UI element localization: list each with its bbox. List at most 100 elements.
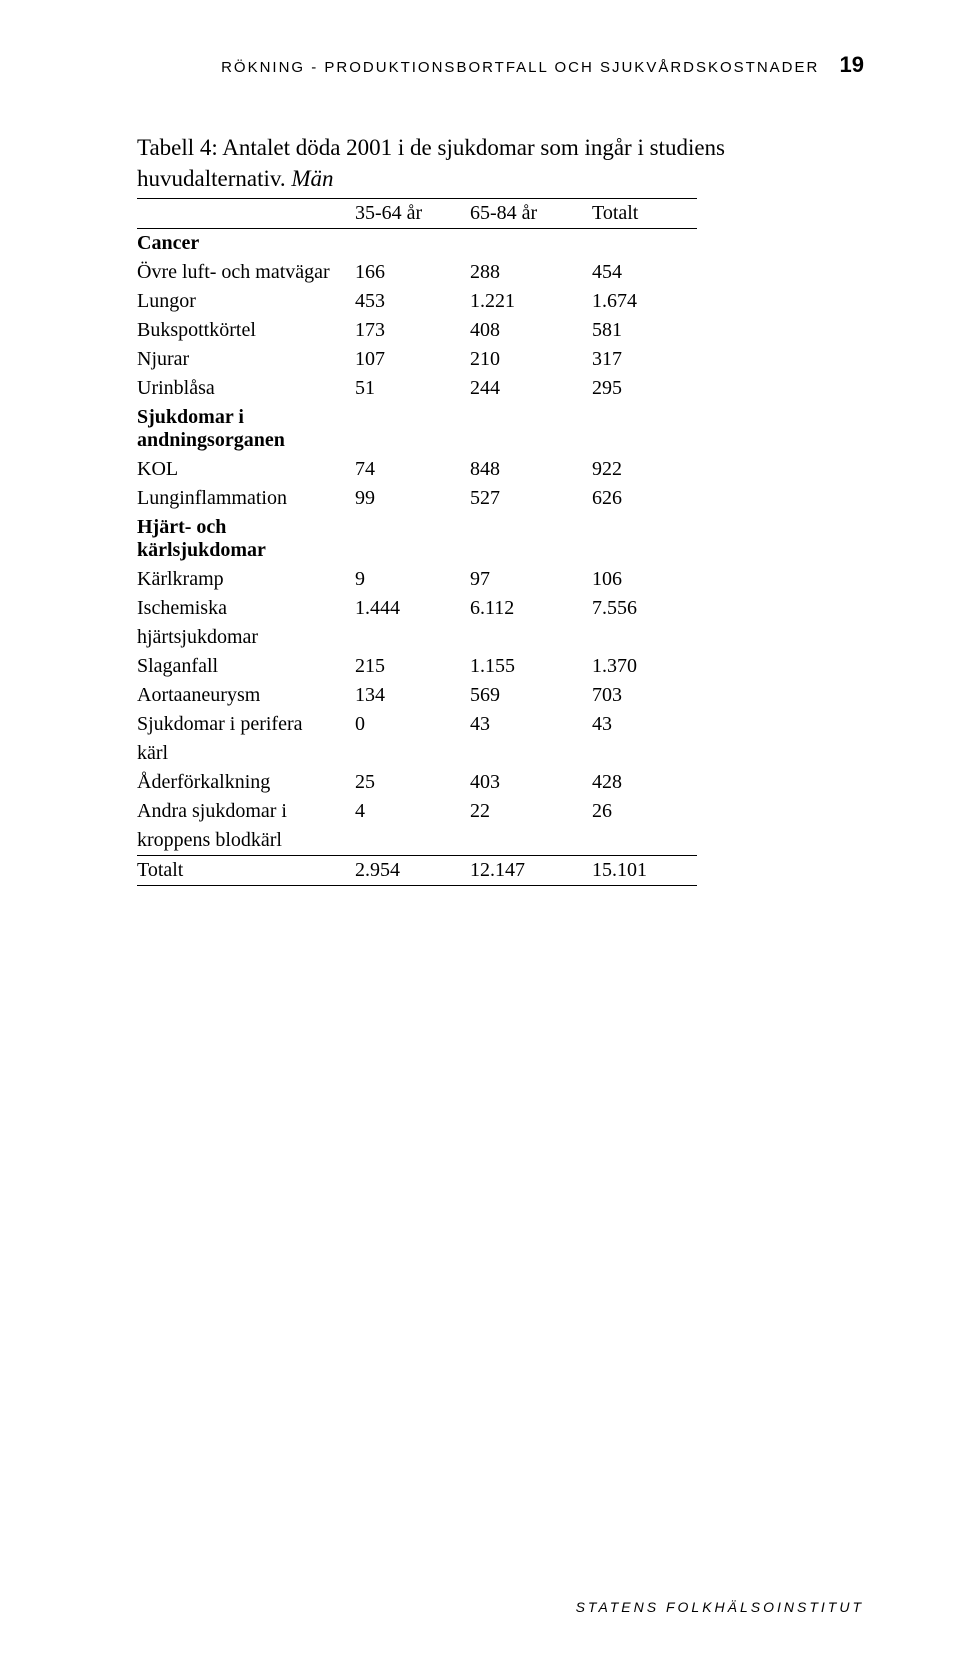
row-label: Andra sjukdomar i	[137, 797, 347, 826]
section-title: Hjärt- ochkärlsjukdomar	[137, 513, 347, 565]
row-label: Kärlkramp	[137, 565, 347, 594]
table-row: Åderförkalkning25403428	[137, 768, 697, 797]
cell	[347, 623, 462, 652]
table-row: Urinblåsa51244295	[137, 374, 697, 403]
cell-total: 922	[584, 455, 697, 484]
section-header: Hjärt- ochkärlsjukdomar	[137, 513, 697, 565]
cell-65-84: 569	[462, 681, 584, 710]
page-number: 19	[840, 52, 864, 77]
cell-total: 581	[584, 316, 697, 345]
cell-35-64: 0	[347, 710, 462, 739]
caption-italic: Män	[291, 166, 333, 191]
row-label: Sjukdomar i perifera	[137, 710, 347, 739]
cell-35-64: 166	[347, 258, 462, 287]
cell-65-84: 527	[462, 484, 584, 513]
cell-65-84: 403	[462, 768, 584, 797]
cell-35-64: 1.444	[347, 594, 462, 623]
table-row: Sjukdomar i perifera04343	[137, 710, 697, 739]
table-row: Kärlkramp997106	[137, 565, 697, 594]
cell-65-84: 244	[462, 374, 584, 403]
cell	[347, 403, 462, 455]
total-35-64: 2.954	[347, 856, 462, 886]
running-header: RÖKNING - PRODUKTIONSBORTFALL OCH SJUKVÅ…	[137, 52, 864, 78]
cell	[462, 513, 584, 565]
cell-total: 1.674	[584, 287, 697, 316]
row-label: Åderförkalkning	[137, 768, 347, 797]
cell	[347, 513, 462, 565]
cell-35-64: 4	[347, 797, 462, 826]
table-row: Slaganfall2151.1551.370	[137, 652, 697, 681]
cell	[584, 513, 697, 565]
cell-total: 428	[584, 768, 697, 797]
table-row-continued: hjärtsjukdomar	[137, 623, 697, 652]
cell-total: 295	[584, 374, 697, 403]
row-label: Slaganfall	[137, 652, 347, 681]
row-label: Bukspottkörtel	[137, 316, 347, 345]
cell-65-84: 288	[462, 258, 584, 287]
cell-35-64: 25	[347, 768, 462, 797]
table-row: Lungor4531.2211.674	[137, 287, 697, 316]
cell	[462, 403, 584, 455]
cell-total: 26	[584, 797, 697, 826]
row-label: Aortaaneurysm	[137, 681, 347, 710]
cell	[347, 826, 462, 856]
cell-35-64: 51	[347, 374, 462, 403]
cell-35-64: 173	[347, 316, 462, 345]
table-row: Lunginflammation99527626	[137, 484, 697, 513]
cell-total: 106	[584, 565, 697, 594]
page: RÖKNING - PRODUKTIONSBORTFALL OCH SJUKVÅ…	[0, 0, 960, 1675]
cell	[462, 623, 584, 652]
table-row: Njurar107210317	[137, 345, 697, 374]
cell-35-64: 453	[347, 287, 462, 316]
cell-35-64: 107	[347, 345, 462, 374]
cell-35-64: 74	[347, 455, 462, 484]
footer-institution: STATENS FOLKHÄLSOINSTITUT	[576, 1599, 864, 1615]
section-title: Sjukdomar iandningsorganen	[137, 403, 347, 455]
cell	[584, 826, 697, 856]
cell-total: 703	[584, 681, 697, 710]
cell	[584, 229, 697, 259]
table-row: KOL74848922	[137, 455, 697, 484]
row-label: Ischemiska	[137, 594, 347, 623]
running-title: RÖKNING - PRODUKTIONSBORTFALL OCH SJUKVÅ…	[221, 59, 819, 76]
cell	[584, 403, 697, 455]
cell-35-64: 215	[347, 652, 462, 681]
cell-65-84: 1.221	[462, 287, 584, 316]
section-header: Sjukdomar iandningsorganen	[137, 403, 697, 455]
row-label-line2: hjärtsjukdomar	[137, 623, 347, 652]
table-row-continued: kroppens blodkärl	[137, 826, 697, 856]
cell-total: 1.370	[584, 652, 697, 681]
total-row: Totalt2.95412.14715.101	[137, 856, 697, 886]
cell	[347, 229, 462, 259]
row-label: Lunginflammation	[137, 484, 347, 513]
row-label: Lungor	[137, 287, 347, 316]
cell-65-84: 97	[462, 565, 584, 594]
cell-65-84: 1.155	[462, 652, 584, 681]
table-row: Andra sjukdomar i42226	[137, 797, 697, 826]
col-header-empty	[137, 199, 347, 229]
section-title-line2: andningsorganen	[137, 429, 347, 452]
col-header-totalt: Totalt	[584, 199, 697, 229]
cell-total: 317	[584, 345, 697, 374]
table-row: Ischemiska1.4446.1127.556	[137, 594, 697, 623]
table-caption: Tabell 4: Antalet döda 2001 i de sjukdom…	[137, 132, 864, 194]
section-header: Cancer	[137, 229, 697, 259]
table-row: Bukspottkörtel173408581	[137, 316, 697, 345]
cell-35-64: 99	[347, 484, 462, 513]
table-header-row: 35-64 år 65-84 år Totalt	[137, 199, 697, 229]
row-label-line2: kroppens blodkärl	[137, 826, 347, 856]
cell-65-84: 43	[462, 710, 584, 739]
total-total: 15.101	[584, 856, 697, 886]
data-table: 35-64 år 65-84 år Totalt CancerÖvre luft…	[137, 198, 697, 886]
row-label-line2: kärl	[137, 739, 347, 768]
cell-65-84: 848	[462, 455, 584, 484]
total-65-84: 12.147	[462, 856, 584, 886]
table-row: Övre luft- och matvägar166288454	[137, 258, 697, 287]
cell-35-64: 134	[347, 681, 462, 710]
cell-65-84: 6.112	[462, 594, 584, 623]
row-label: Övre luft- och matvägar	[137, 258, 347, 287]
cell-65-84: 210	[462, 345, 584, 374]
cell	[584, 739, 697, 768]
row-label: Njurar	[137, 345, 347, 374]
cell-total: 626	[584, 484, 697, 513]
